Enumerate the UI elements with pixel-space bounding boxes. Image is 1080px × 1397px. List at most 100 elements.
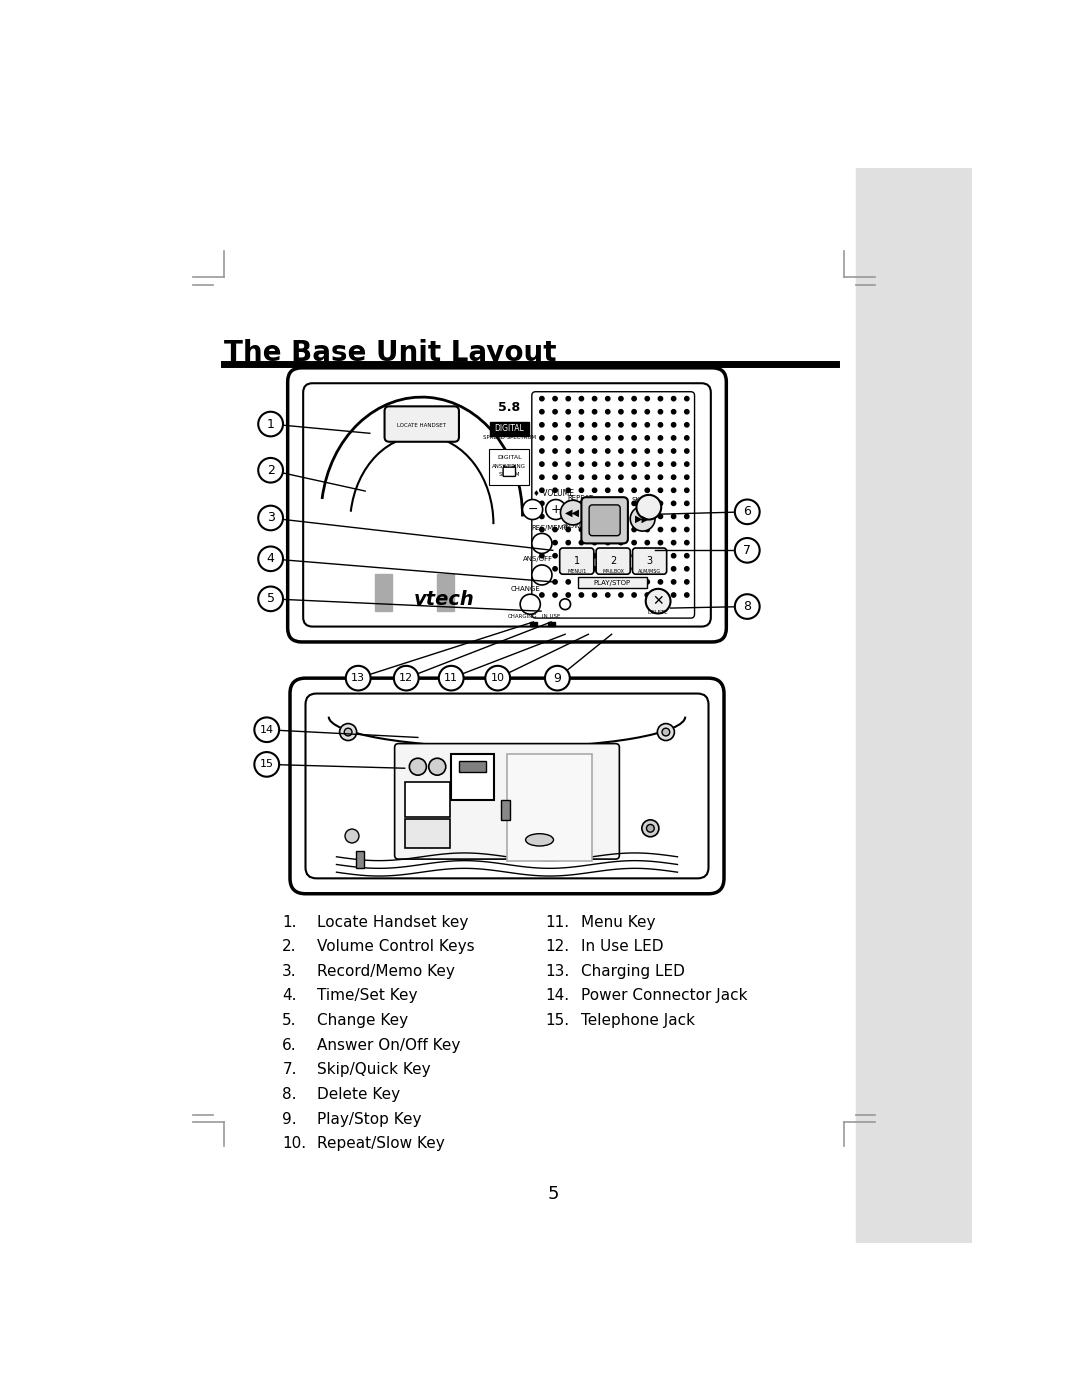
Circle shape bbox=[540, 580, 544, 584]
Bar bbox=[451, 753, 494, 800]
Circle shape bbox=[632, 448, 636, 453]
Text: ♦ VOLUME: ♦ VOLUME bbox=[532, 489, 573, 497]
Circle shape bbox=[566, 514, 570, 518]
Circle shape bbox=[645, 528, 649, 532]
Text: Delete Key: Delete Key bbox=[318, 1087, 401, 1102]
Circle shape bbox=[645, 541, 649, 545]
Text: CHANGE: CHANGE bbox=[511, 587, 541, 592]
Text: 12: 12 bbox=[400, 673, 414, 683]
Circle shape bbox=[531, 564, 552, 585]
Circle shape bbox=[662, 728, 670, 736]
Text: 2: 2 bbox=[267, 464, 274, 476]
Circle shape bbox=[672, 448, 676, 453]
Circle shape bbox=[593, 502, 597, 506]
Circle shape bbox=[619, 488, 623, 492]
Circle shape bbox=[645, 475, 649, 479]
Circle shape bbox=[672, 397, 676, 401]
Circle shape bbox=[566, 423, 570, 427]
Circle shape bbox=[540, 448, 544, 453]
Bar bbox=[855, 168, 972, 1243]
Circle shape bbox=[619, 567, 623, 571]
Circle shape bbox=[540, 423, 544, 427]
Text: 3.: 3. bbox=[282, 964, 297, 979]
Text: 7: 7 bbox=[743, 543, 752, 557]
Circle shape bbox=[540, 502, 544, 506]
Text: 2.: 2. bbox=[282, 939, 297, 954]
Circle shape bbox=[553, 423, 557, 427]
Circle shape bbox=[619, 436, 623, 440]
Bar bbox=[501, 800, 510, 820]
Circle shape bbox=[645, 409, 649, 414]
Circle shape bbox=[394, 666, 419, 690]
Circle shape bbox=[540, 475, 544, 479]
Circle shape bbox=[255, 752, 279, 777]
Circle shape bbox=[553, 488, 557, 492]
Circle shape bbox=[645, 567, 649, 571]
Circle shape bbox=[566, 397, 570, 401]
Circle shape bbox=[566, 462, 570, 467]
Text: 2: 2 bbox=[610, 556, 617, 566]
Circle shape bbox=[553, 436, 557, 440]
Circle shape bbox=[619, 462, 623, 467]
Circle shape bbox=[593, 448, 597, 453]
Text: Change Key: Change Key bbox=[318, 1013, 408, 1028]
Circle shape bbox=[672, 423, 676, 427]
Circle shape bbox=[685, 592, 689, 597]
FancyBboxPatch shape bbox=[581, 497, 627, 543]
Text: Power Connector Jack: Power Connector Jack bbox=[581, 989, 747, 1003]
Circle shape bbox=[566, 448, 570, 453]
Circle shape bbox=[734, 594, 759, 619]
Circle shape bbox=[659, 592, 663, 597]
Circle shape bbox=[632, 567, 636, 571]
Text: ANSWERING: ANSWERING bbox=[492, 464, 526, 469]
Circle shape bbox=[579, 592, 583, 597]
Text: LOCATE HANDSET: LOCATE HANDSET bbox=[397, 423, 446, 427]
Text: 9: 9 bbox=[553, 672, 562, 685]
Circle shape bbox=[523, 500, 542, 520]
Bar bbox=[405, 782, 449, 817]
Circle shape bbox=[659, 475, 663, 479]
Circle shape bbox=[619, 475, 623, 479]
Circle shape bbox=[632, 409, 636, 414]
Circle shape bbox=[566, 488, 570, 492]
Circle shape bbox=[606, 475, 610, 479]
Circle shape bbox=[593, 514, 597, 518]
Circle shape bbox=[593, 397, 597, 401]
Circle shape bbox=[553, 553, 557, 557]
Circle shape bbox=[645, 448, 649, 453]
Circle shape bbox=[685, 409, 689, 414]
Circle shape bbox=[734, 500, 759, 524]
Text: MAILBOX: MAILBOX bbox=[603, 569, 624, 574]
Circle shape bbox=[606, 592, 610, 597]
Text: ✕: ✕ bbox=[652, 594, 664, 608]
Circle shape bbox=[658, 724, 674, 740]
Circle shape bbox=[566, 528, 570, 532]
Circle shape bbox=[619, 448, 623, 453]
Circle shape bbox=[258, 546, 283, 571]
Circle shape bbox=[685, 423, 689, 427]
Circle shape bbox=[579, 567, 583, 571]
Circle shape bbox=[632, 580, 636, 584]
Circle shape bbox=[734, 538, 759, 563]
Circle shape bbox=[631, 507, 656, 531]
Circle shape bbox=[632, 436, 636, 440]
Bar bbox=[548, 622, 555, 626]
Text: 1: 1 bbox=[573, 556, 580, 566]
Circle shape bbox=[659, 541, 663, 545]
Circle shape bbox=[672, 514, 676, 518]
Text: ◀◀: ◀◀ bbox=[565, 507, 580, 518]
Circle shape bbox=[632, 462, 636, 467]
Circle shape bbox=[540, 436, 544, 440]
Circle shape bbox=[566, 567, 570, 571]
Circle shape bbox=[645, 580, 649, 584]
Text: REPEAT: REPEAT bbox=[568, 495, 594, 500]
FancyBboxPatch shape bbox=[384, 407, 459, 441]
Text: DELETE: DELETE bbox=[648, 610, 669, 615]
Circle shape bbox=[566, 580, 570, 584]
FancyBboxPatch shape bbox=[596, 548, 631, 574]
Circle shape bbox=[579, 514, 583, 518]
Circle shape bbox=[632, 423, 636, 427]
Circle shape bbox=[685, 580, 689, 584]
Circle shape bbox=[659, 502, 663, 506]
Text: 1.: 1. bbox=[282, 915, 297, 929]
